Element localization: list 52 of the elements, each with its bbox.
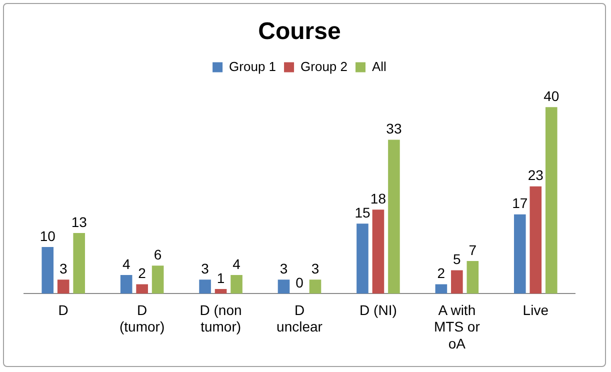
bar [57,280,70,294]
bar [466,260,479,294]
bar [514,214,526,294]
bar [136,284,148,294]
bar [152,266,164,294]
data-label: 1 [216,270,225,286]
data-label: 3 [59,260,68,276]
data-label: 3 [311,260,320,276]
data-label: 3 [280,260,288,276]
bar [199,280,211,294]
legend-label: All [372,58,387,74]
data-label: 15 [354,204,370,221]
x-tick-label: D unclear [276,302,323,335]
legend-label: Group 1 [229,58,276,74]
data-label: 4 [232,256,241,272]
bar [42,246,54,294]
bar [435,284,448,294]
bar [278,280,290,294]
bar [309,280,322,294]
data-label: 2 [138,265,146,282]
data-label: 5 [453,251,462,268]
data-label: 10 [40,228,56,244]
x-tick-label: Live [522,302,549,318]
x-tick-label: D (non tumor) [200,302,242,335]
bar [230,274,242,294]
x-tick-label: D (NI) [360,302,397,318]
data-label: 17 [512,195,528,212]
bar [530,186,542,294]
data-label: 2 [437,265,446,282]
data-label: 6 [154,246,162,262]
x-tick-label: A with MTS or oA [434,302,480,352]
bar [120,274,132,294]
data-label: 13 [71,214,88,230]
legend-label: Group 2 [300,58,348,74]
chart-title: Course [258,18,341,46]
x-tick-label: D [58,302,68,318]
bar [356,224,368,294]
data-label: 40 [544,88,560,104]
bar [451,270,463,294]
data-label: 7 [468,242,477,258]
bar [372,210,384,294]
data-label: 33 [386,120,402,137]
bar [388,140,400,294]
data-label: 3 [201,260,210,276]
bar [214,288,227,294]
data-label: 23 [528,167,544,184]
data-label: 18 [370,190,386,207]
data-label: 4 [122,256,130,272]
bar [73,232,86,294]
bar [545,107,558,294]
data-label: 0 [296,274,304,290]
x-tick-label: D (tumor) [120,302,165,335]
